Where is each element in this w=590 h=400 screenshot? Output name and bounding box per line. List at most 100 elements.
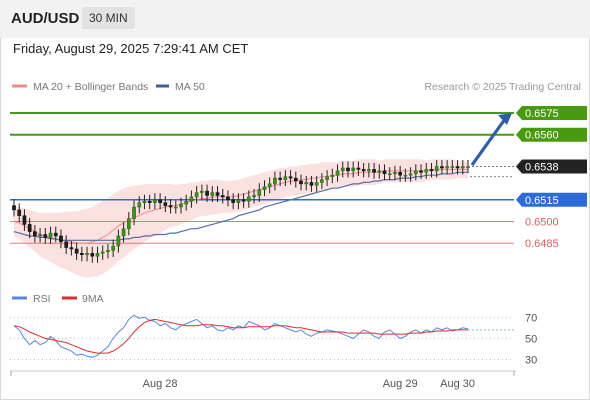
candle-body: [95, 253, 100, 257]
candle-body: [158, 199, 162, 203]
candle-body: [419, 170, 423, 173]
candle-body: [372, 169, 376, 173]
candle-body: [351, 167, 356, 172]
candle-body: [59, 235, 63, 242]
level-tag-label: 0.6500: [525, 217, 559, 229]
credit-label: Research © 2025 Trading Central: [424, 81, 581, 93]
candle-body: [74, 248, 79, 254]
candle-body: [241, 199, 246, 202]
candle-body: [215, 192, 220, 196]
candle-body: [424, 169, 429, 173]
candle-body: [43, 234, 48, 238]
candle-body: [210, 192, 215, 196]
candle-body: [85, 253, 89, 256]
level-tag: 0.6560: [516, 127, 587, 142]
candle-body: [27, 224, 32, 232]
candle-body: [445, 166, 449, 169]
x-tick-label: Aug 29: [383, 378, 418, 390]
candle-body: [100, 251, 105, 254]
candle-body: [361, 169, 366, 172]
candle-body: [257, 189, 262, 196]
candle-body: [17, 209, 22, 216]
candle-body: [460, 166, 465, 169]
candle-body: [335, 170, 340, 176]
candle-body: [466, 166, 470, 168]
candle-body: [320, 179, 324, 183]
rsi-ma-line: [13, 318, 468, 354]
candle-body: [147, 201, 152, 203]
candle-body: [382, 170, 387, 175]
ma50-legend-label: MA 50: [175, 81, 205, 93]
candle-body: [106, 250, 110, 253]
chart-header: AUD/USD 30 MIN: [0, 0, 590, 38]
candle-body: [367, 169, 371, 172]
candle-body: [153, 199, 157, 203]
candle-body: [53, 232, 58, 237]
candle-body: [126, 218, 131, 229]
ma20-line: [13, 168, 468, 244]
rsi-ma-legend-label: 9MA: [82, 293, 104, 305]
candle-body: [434, 166, 439, 172]
x-axis-ticks: Aug 28 Aug 29 Aug 30: [10, 371, 515, 390]
candle-body: [330, 174, 335, 177]
candle-body: [325, 176, 329, 180]
candle-body: [293, 177, 298, 182]
candle-body: [48, 232, 53, 238]
candle-body: [299, 180, 303, 185]
candle-body: [262, 186, 267, 190]
rsi-line: [13, 314, 469, 358]
candle-body: [121, 228, 126, 237]
rsi-tick-label: 50: [525, 333, 537, 345]
candle-body: [69, 247, 74, 250]
candle-body: [403, 174, 408, 177]
candle-body: [116, 235, 121, 247]
candle-body: [79, 253, 84, 256]
candle-body: [226, 196, 230, 201]
candle-body: [168, 205, 173, 208]
x-tick-label: Aug 30: [440, 378, 475, 390]
level-tag-label: 0.6485: [525, 238, 559, 250]
projection-arrowhead: [498, 113, 512, 126]
candle-body: [377, 170, 382, 173]
candle-body: [22, 215, 27, 225]
candle-body: [314, 182, 319, 186]
candle-body: [408, 173, 413, 176]
level-tag: 0.6575: [516, 106, 587, 121]
candle-body: [220, 195, 225, 198]
candle-body: [283, 176, 288, 180]
ma20-legend-label: MA 20 + Bollinger Bands: [33, 81, 148, 93]
candle-body: [64, 241, 69, 248]
rsi-plot: 70 50 30: [10, 312, 537, 366]
level-tag-label: 0.6538: [525, 162, 559, 174]
level-tag-background: [516, 127, 587, 142]
candle-body: [173, 206, 178, 209]
candle-body: [137, 202, 142, 208]
candle-body: [236, 199, 241, 203]
level-tag-label: 0.6575: [525, 108, 559, 120]
candle-body: [179, 203, 183, 208]
candle-body: [309, 182, 314, 186]
symbol-label: AUD/USD: [11, 10, 80, 27]
candle-body: [387, 173, 392, 176]
timeframe-button[interactable]: 30 MIN: [82, 7, 135, 29]
candle-body: [340, 167, 345, 172]
level-tag-background: [516, 159, 587, 174]
candle-body: [267, 183, 272, 188]
candle-body: [111, 245, 115, 251]
bollinger-band: [14, 159, 468, 278]
candle-body: [246, 196, 251, 202]
candle-body: [450, 166, 455, 168]
level-tag-background: [516, 192, 587, 207]
level-tag: 0.6515: [516, 192, 587, 207]
candle-body: [200, 190, 204, 193]
candle-body: [273, 177, 277, 185]
candle-body: [132, 206, 136, 219]
price-plot: 0.6575 0.6560 0.6538 0.6515 0.6500 0.6485: [10, 106, 587, 278]
level-tag-background: [516, 106, 587, 121]
candle-body: [346, 167, 350, 172]
candle-body: [142, 201, 147, 203]
projection-arrow: [470, 118, 507, 167]
candle-body: [393, 172, 397, 175]
candle-body: [356, 167, 361, 170]
candle-body: [90, 253, 95, 257]
